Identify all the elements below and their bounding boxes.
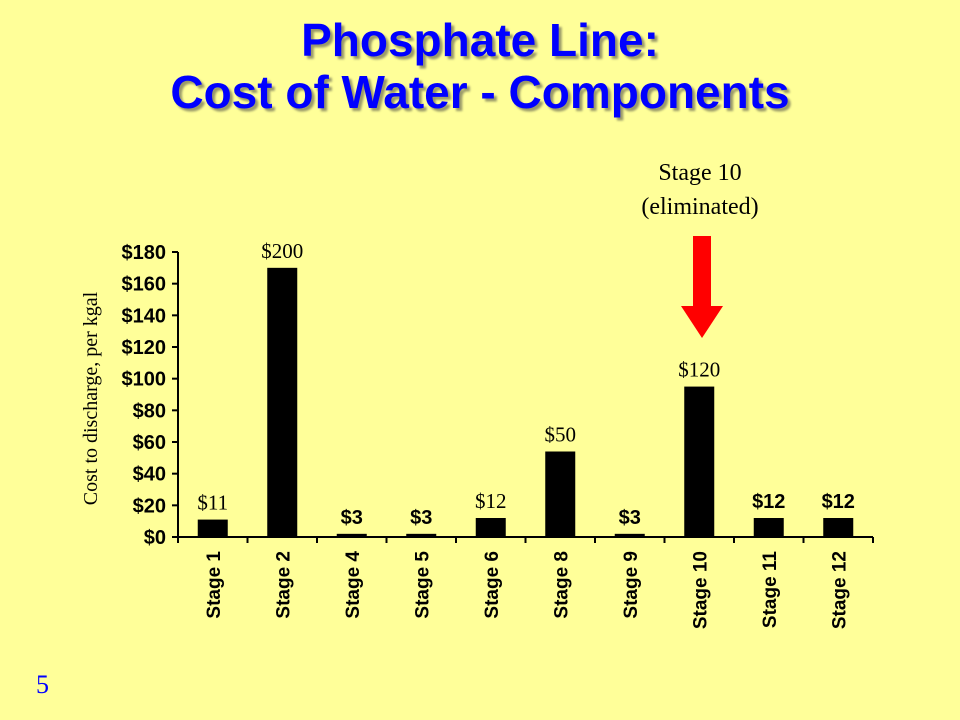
bar xyxy=(336,533,367,537)
data-label: $11 xyxy=(197,491,228,515)
callout-line-2: (eliminated) xyxy=(641,194,759,220)
bar xyxy=(614,533,645,537)
data-label: $50 xyxy=(545,423,577,447)
data-label: $3 xyxy=(341,507,363,529)
y-tick-label: $120 xyxy=(122,337,167,359)
x-tick-label: Stage 9 xyxy=(621,551,642,619)
y-tick-label: $40 xyxy=(133,464,166,486)
bar xyxy=(684,386,715,537)
data-label: $200 xyxy=(261,239,303,263)
bar xyxy=(267,267,298,537)
title-line-1: Phosphate Line: xyxy=(301,14,659,66)
data-label: $120 xyxy=(678,358,720,382)
data-label: $12 xyxy=(752,491,785,513)
x-tick-label: Stage 2 xyxy=(273,551,294,619)
y-axis-label: Cost to discharge, per kgal xyxy=(80,291,102,505)
y-tick-label: $160 xyxy=(122,274,167,296)
data-label: $12 xyxy=(475,489,507,513)
x-tick-label: Stage 10 xyxy=(690,551,711,629)
slide-title: Phosphate Line: Cost of Water - Componen… xyxy=(0,14,960,118)
bar xyxy=(823,518,854,537)
slide-number: 5 xyxy=(36,670,49,699)
y-tick-label: $20 xyxy=(133,495,166,517)
plot-area: Cost to discharge, per kgal $0 $20 $40 $60 $8… xyxy=(80,239,874,629)
x-tick-label: Stage 11 xyxy=(760,551,781,629)
bar xyxy=(197,519,228,537)
y-tick-label: $100 xyxy=(122,369,167,391)
x-tick-label: Stage 5 xyxy=(412,551,433,619)
bar xyxy=(545,451,576,537)
data-label: $3 xyxy=(410,507,432,529)
y-tick-label: $180 xyxy=(122,242,167,264)
data-label: $12 xyxy=(822,491,855,513)
callout-line-1: Stage 10 xyxy=(658,160,742,186)
y-tick-label: $0 xyxy=(144,527,166,549)
data-label: $3 xyxy=(619,507,641,529)
red-arrow-icon xyxy=(681,236,723,338)
x-tick-label: Stage 8 xyxy=(551,551,572,619)
bar xyxy=(406,533,437,537)
title-line-2: Cost of Water - Components xyxy=(170,66,790,118)
y-tick-label: $140 xyxy=(122,305,167,327)
x-tick-label: Stage 1 xyxy=(204,551,225,619)
bar xyxy=(475,518,506,537)
stage-10-callout: Stage 10 (eliminated) xyxy=(590,156,810,224)
y-tick-label: $80 xyxy=(133,400,166,422)
bar xyxy=(753,518,784,537)
x-tick-label: Stage 6 xyxy=(482,551,503,619)
x-tick-label: Stage 4 xyxy=(343,551,364,619)
y-tick-label: $60 xyxy=(133,432,166,454)
x-tick-label: Stage 12 xyxy=(829,551,850,629)
